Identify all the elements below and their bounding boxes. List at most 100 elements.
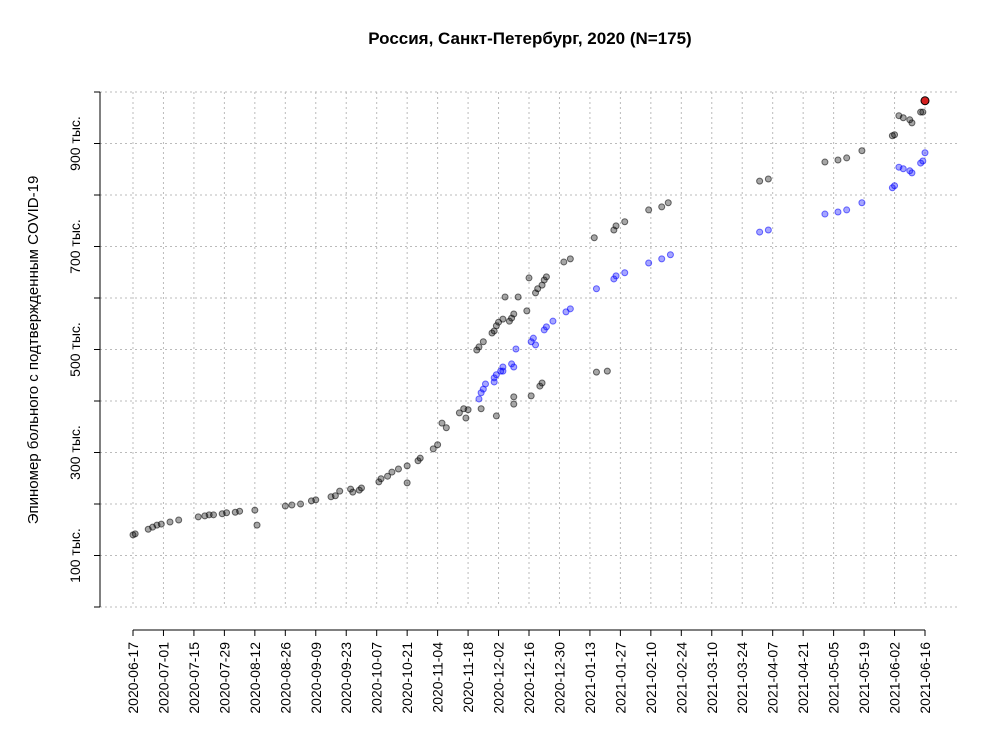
point (612, 222, 620, 230)
point (236, 507, 244, 515)
point (843, 154, 851, 162)
x-tick-label: 2020-06-17 (125, 642, 141, 714)
point (514, 293, 522, 301)
y-axis-label: Эпиномер больного с подтвержденным COVID… (25, 176, 42, 525)
point (908, 119, 916, 127)
x-tick-label: 2020-11-18 (460, 642, 476, 713)
point (919, 157, 927, 165)
point (479, 338, 487, 346)
x-tick-label: 2021-05-19 (856, 642, 872, 714)
point (403, 479, 411, 487)
point (549, 317, 557, 325)
point (131, 530, 139, 538)
point (917, 108, 925, 116)
point (756, 228, 764, 236)
point (492, 371, 500, 379)
y-tick-label: 700 тыс. (67, 219, 83, 274)
point (194, 513, 202, 521)
point (590, 234, 598, 242)
point (525, 274, 533, 282)
x-tick-label: 2021-02-10 (643, 642, 659, 714)
point (475, 395, 483, 403)
point (756, 177, 764, 185)
x-tick-label: 2020-12-02 (491, 642, 507, 714)
point (891, 182, 899, 190)
point (834, 208, 842, 216)
point (858, 147, 866, 155)
x-tick-label: 2021-05-05 (826, 642, 842, 714)
point (416, 454, 424, 462)
point (899, 165, 907, 173)
point (566, 305, 574, 313)
point (532, 341, 540, 349)
point (666, 251, 674, 259)
y-tick-label: 900 тыс. (67, 116, 83, 171)
point (621, 218, 629, 226)
chart-title: Россия, Санкт-Петербург, 2020 (N=175) (368, 29, 691, 48)
point (560, 258, 568, 266)
point (534, 285, 542, 293)
point (384, 472, 392, 480)
point (645, 259, 653, 267)
point (297, 500, 305, 508)
point (566, 255, 574, 263)
point (429, 445, 437, 453)
point (281, 502, 289, 510)
x-tick-label: 2020-11-04 (430, 642, 446, 713)
point (512, 345, 520, 353)
y-tick-label: 500 тыс. (67, 322, 83, 377)
x-tick-label: 2020-10-21 (399, 642, 415, 714)
x-tick-label: 2021-06-16 (917, 642, 933, 714)
point (919, 108, 927, 116)
point (475, 343, 483, 351)
point (527, 392, 535, 400)
point (492, 322, 500, 330)
point (157, 520, 165, 528)
point (592, 285, 600, 293)
point (510, 393, 518, 401)
point (834, 156, 842, 164)
point (349, 488, 357, 496)
point (603, 367, 611, 375)
point (592, 368, 600, 376)
y-tick-label: 300 тыс. (67, 425, 83, 480)
x-tick-label: 2020-12-16 (521, 642, 537, 714)
x-tick-label: 2021-01-13 (582, 642, 598, 714)
x-tick-label: 2020-07-29 (216, 642, 232, 714)
point (312, 496, 320, 504)
point (438, 419, 446, 427)
point (529, 334, 537, 342)
x-tick-label: 2020-08-26 (277, 642, 293, 714)
x-tick-label: 2020-07-15 (186, 642, 202, 714)
x-tick-label: 2021-04-21 (795, 642, 811, 714)
point (492, 412, 500, 420)
point (821, 158, 829, 166)
point (821, 210, 829, 218)
point (843, 206, 851, 214)
x-tick-label: 2020-09-09 (308, 642, 324, 714)
point (288, 501, 296, 509)
point (175, 516, 183, 524)
point (542, 273, 550, 281)
x-tick-label: 2021-01-27 (612, 642, 628, 714)
point (499, 315, 507, 323)
x-tick-label: 2020-07-01 (155, 642, 171, 714)
point (477, 389, 485, 397)
point (510, 363, 518, 371)
point (253, 521, 261, 529)
x-tick-label: 2020-10-07 (369, 642, 385, 714)
y-tick-label: 100 тыс. (67, 528, 83, 583)
point (377, 475, 385, 483)
point (481, 380, 489, 388)
x-tick-label: 2020-12-30 (551, 642, 567, 714)
point (645, 206, 653, 214)
point (764, 226, 772, 234)
point (621, 269, 629, 277)
point (336, 487, 344, 495)
point (891, 131, 899, 139)
point (223, 509, 231, 517)
point (462, 414, 470, 422)
point (658, 255, 666, 263)
x-tick-label: 2020-08-12 (247, 642, 263, 714)
